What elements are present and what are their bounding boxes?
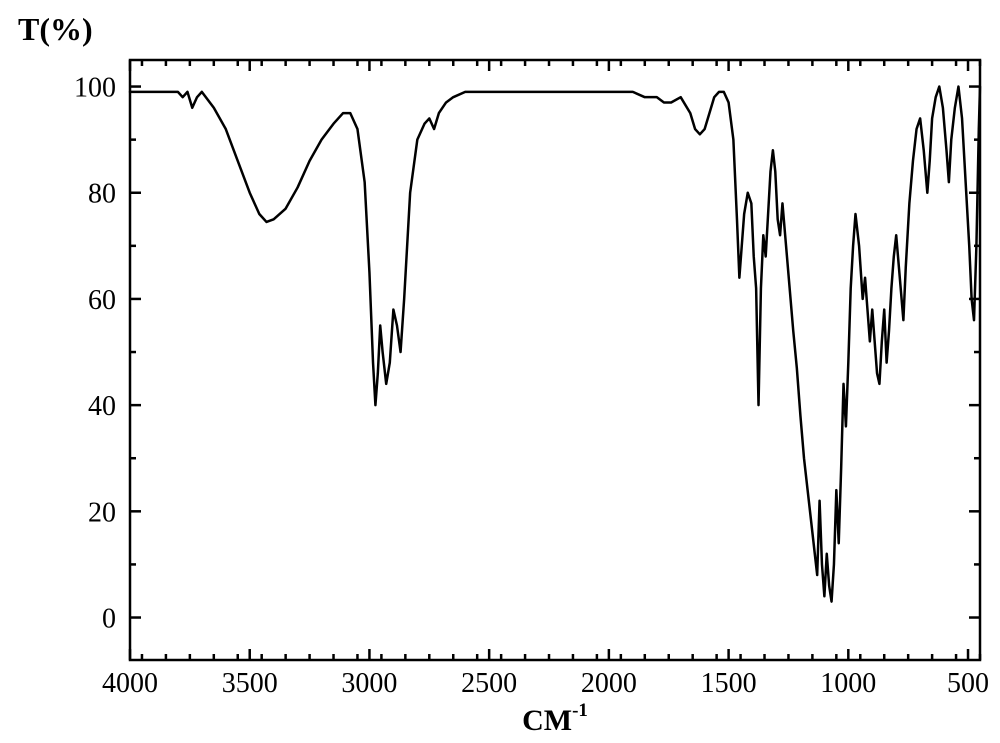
x-tick-label: 3000 bbox=[341, 668, 397, 699]
y-tick-label: 100 bbox=[74, 73, 116, 104]
y-tick-label: 60 bbox=[88, 285, 116, 316]
y-tick-label: 80 bbox=[88, 179, 116, 210]
x-tick-label: 500 bbox=[947, 668, 989, 699]
y-tick-label: 20 bbox=[88, 497, 116, 528]
y-tick-label: 40 bbox=[88, 391, 116, 422]
x-tick-label: 2000 bbox=[581, 668, 637, 699]
x-tick-label: 3500 bbox=[222, 668, 278, 699]
chart-svg: 4000 3500 3000 2500 2000 1500 1000 500 0 20 40 60 80… bbox=[0, 0, 1000, 743]
x-tick-label: 2500 bbox=[461, 668, 517, 699]
x-tick-label: 1000 bbox=[820, 668, 876, 699]
y-axis-label: T(%) bbox=[18, 11, 93, 47]
x-tick-label: 1500 bbox=[701, 668, 757, 699]
x-axis-label: CM-1 bbox=[522, 700, 588, 737]
ir-spectrum-chart: 4000 3500 3000 2500 2000 1500 1000 500 0 20 40 60 80… bbox=[0, 0, 1000, 743]
x-tick-label: 4000 bbox=[102, 668, 158, 699]
plot-frame bbox=[130, 60, 980, 660]
spectrum-line bbox=[130, 87, 980, 602]
y-tick-label: 0 bbox=[102, 604, 116, 635]
